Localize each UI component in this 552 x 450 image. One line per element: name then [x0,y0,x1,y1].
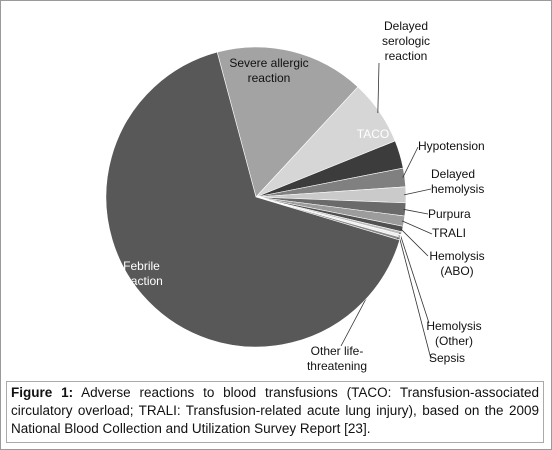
leader-line [399,232,430,324]
slice-label: Purpura [428,207,471,221]
caption: Figure 1: Adverse reactions to blood tra… [6,381,544,443]
slice-label: TACO [356,127,390,141]
slice-label: TRALI [432,226,467,240]
pie-slice [105,51,401,348]
chart [105,46,433,360]
leader-line [403,208,429,215]
slice-label: Hemolysis (Other) [426,319,482,348]
slice-label: Delayed hemolysis [431,167,485,196]
leader-line [398,235,432,360]
slice-label: Hemolysis (ABO) [429,249,485,278]
slice-label: Febrile reaction [120,259,163,288]
slice-label: Hypotension [418,139,485,153]
caption-label: Figure 1: [11,385,74,400]
leader-line [377,62,380,113]
leader-line [401,220,433,235]
slice-label: Other life-threatening [306,344,368,373]
slice-label: Delayed serologic reaction [381,19,431,63]
caption-text: Adverse reactions to blood transfusions … [11,385,539,436]
slice-label: Severe allergic reaction [229,56,309,85]
leader-line [402,146,419,178]
leader-line [400,228,429,257]
pie-slice [216,46,359,198]
slice-label: Sepsis [429,351,466,365]
leader-line [403,188,432,196]
